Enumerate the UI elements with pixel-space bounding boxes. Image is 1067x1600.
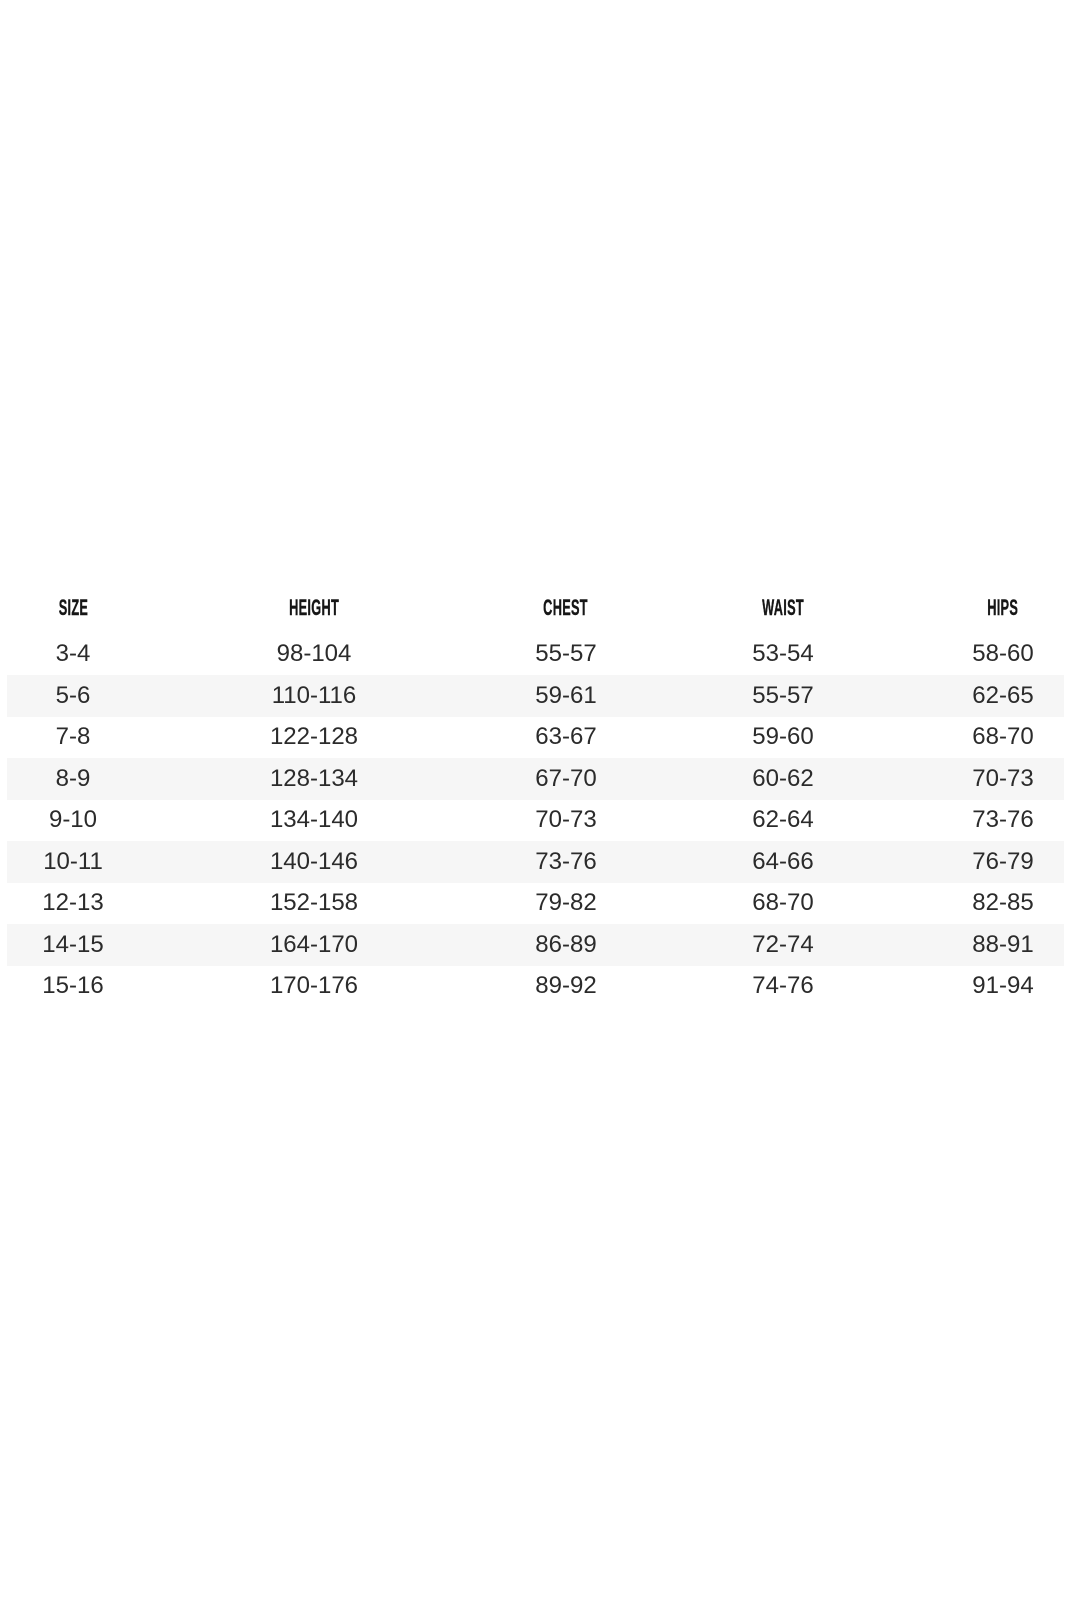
cell-hips: 82-85 — [972, 889, 1034, 917]
table-row: 9-10 134-140 70-73 62-64 73-76 — [7, 800, 1064, 842]
column-header-chest: CHEST — [489, 582, 643, 634]
cell-size: 15-16 — [42, 972, 104, 1000]
cell-waist: 59-60 — [752, 723, 814, 751]
size-chart-body: 3-4 98-104 55-57 53-54 58-60 5-6 110-116… — [7, 634, 1064, 1008]
cell-chest: 79-82 — [535, 889, 597, 917]
cell-chest: 67-70 — [535, 764, 597, 792]
cell-waist: 62-64 — [752, 806, 814, 834]
cell-size: 9-10 — [48, 806, 98, 834]
cell-chest: 70-73 — [535, 806, 597, 834]
size-chart-header: SIZE HEIGHT CHEST WAIST HIPS — [7, 582, 1064, 634]
cell-size: 7-8 — [55, 723, 91, 751]
cell-height: 128-134 — [269, 764, 359, 792]
cell-height: 122-128 — [269, 723, 359, 751]
column-header-hips: HIPS — [923, 582, 1064, 634]
cell-chest: 63-67 — [535, 723, 597, 751]
column-header-hips-label: HIPS — [987, 594, 1019, 620]
cell-hips: 68-70 — [972, 723, 1034, 751]
cell-size: 8-9 — [55, 764, 91, 792]
cell-waist: 53-54 — [752, 640, 814, 668]
table-row: 15-16 170-176 89-92 74-76 91-94 — [7, 966, 1064, 1008]
column-header-waist-label: WAIST — [762, 594, 804, 620]
cell-height: 164-170 — [269, 930, 359, 958]
cell-size: 12-13 — [42, 889, 104, 917]
cell-chest: 73-76 — [535, 847, 597, 875]
cell-chest: 55-57 — [535, 640, 597, 668]
cell-hips: 91-94 — [972, 972, 1034, 1000]
column-header-height: HEIGHT — [139, 582, 489, 634]
table-row: 8-9 128-134 67-70 60-62 70-73 — [7, 758, 1064, 800]
cell-hips: 58-60 — [972, 640, 1034, 668]
cell-hips: 88-91 — [972, 930, 1034, 958]
cell-waist: 55-57 — [752, 681, 814, 709]
cell-size: 14-15 — [42, 930, 104, 958]
cell-height: 140-146 — [269, 847, 359, 875]
cell-height: 134-140 — [269, 806, 359, 834]
table-row: 5-6 110-116 59-61 55-57 62-65 — [7, 675, 1064, 717]
cell-waist: 68-70 — [752, 889, 814, 917]
size-chart-table: SIZE HEIGHT CHEST WAIST HIPS 3-4 98-104 … — [7, 582, 1064, 1007]
cell-size: 10-11 — [43, 847, 103, 875]
cell-hips: 70-73 — [972, 764, 1034, 792]
cell-size: 3-4 — [55, 640, 91, 668]
cell-chest: 86-89 — [535, 930, 597, 958]
cell-height: 170-176 — [269, 972, 359, 1000]
cell-hips: 73-76 — [972, 806, 1034, 834]
cell-hips: 76-79 — [972, 847, 1034, 875]
cell-hips: 62-65 — [972, 681, 1034, 709]
header-row: SIZE HEIGHT CHEST WAIST HIPS — [7, 582, 1064, 634]
table-row: 3-4 98-104 55-57 53-54 58-60 — [7, 634, 1064, 676]
cell-waist: 74-76 — [752, 972, 814, 1000]
column-header-chest-label: CHEST — [543, 594, 589, 620]
cell-waist: 60-62 — [752, 764, 814, 792]
cell-waist: 64-66 — [752, 847, 814, 875]
table-row: 14-15 164-170 86-89 72-74 88-91 — [7, 924, 1064, 966]
column-header-size-label: SIZE — [58, 594, 88, 620]
cell-waist: 72-74 — [752, 930, 814, 958]
cell-size: 5-6 — [55, 681, 91, 709]
cell-chest: 89-92 — [535, 972, 597, 1000]
table-row: 12-13 152-158 79-82 68-70 82-85 — [7, 883, 1064, 925]
column-header-waist: WAIST — [643, 582, 923, 634]
table-row: 7-8 122-128 63-67 59-60 68-70 — [7, 717, 1064, 759]
table-row: 10-11 140-146 73-76 64-66 76-79 — [7, 841, 1064, 883]
column-header-height-label: HEIGHT — [289, 594, 339, 620]
column-header-size: SIZE — [7, 582, 139, 634]
cell-height: 152-158 — [269, 889, 359, 917]
cell-chest: 59-61 — [535, 681, 597, 709]
cell-height: 98-104 — [276, 640, 352, 668]
cell-height: 110-116 — [271, 681, 357, 709]
size-chart-section: SIZE HEIGHT CHEST WAIST HIPS 3-4 98-104 … — [7, 582, 1064, 1007]
